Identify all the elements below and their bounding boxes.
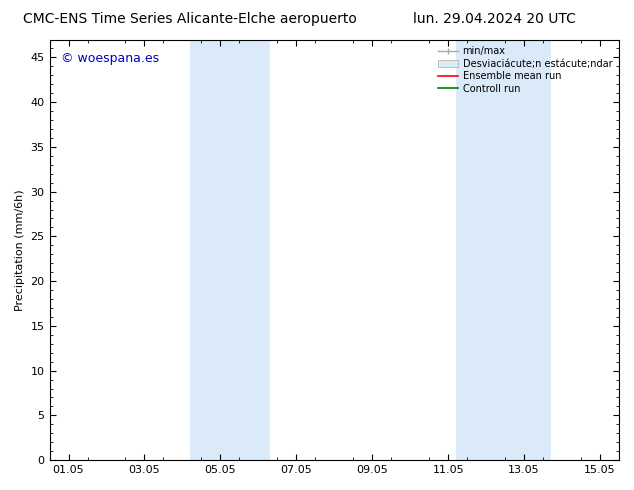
Y-axis label: Precipitation (mm/6h): Precipitation (mm/6h)	[15, 189, 25, 311]
Text: © woespana.es: © woespana.es	[61, 52, 159, 65]
Text: CMC-ENS Time Series Alicante-Elche aeropuerto: CMC-ENS Time Series Alicante-Elche aerop…	[23, 12, 357, 26]
Bar	[190, 40, 269, 460]
Legend: min/max, Desviaciácute;n estácute;ndar, Ensemble mean run, Controll run: min/max, Desviaciácute;n estácute;ndar, …	[436, 45, 614, 96]
Bar	[456, 40, 551, 460]
Text: lun. 29.04.2024 20 UTC: lun. 29.04.2024 20 UTC	[413, 12, 576, 26]
